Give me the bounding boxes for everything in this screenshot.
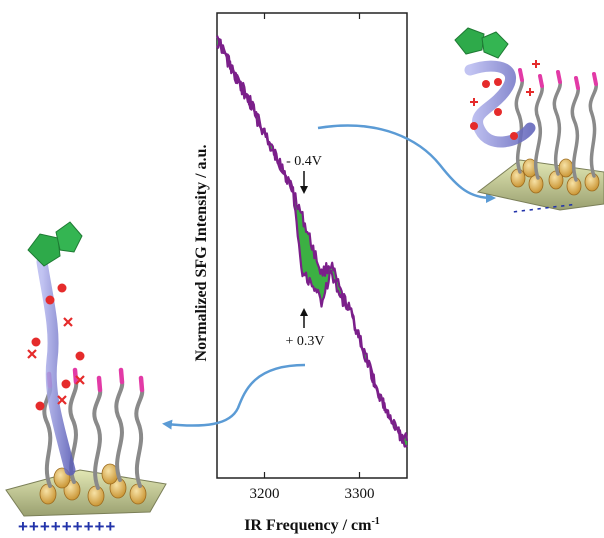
curved-arrow-to-left — [162, 363, 306, 430]
left-pentagon-ligand — [27, 221, 83, 267]
right-plus-signs — [470, 60, 540, 106]
arrowhead-minus-0-4v — [300, 186, 308, 194]
x-tick-label-0: 3200 — [250, 486, 280, 502]
right-chains — [514, 78, 598, 182]
sfg-series-2 — [215, 35, 408, 448]
arrowhead-plus-0-3v — [300, 308, 308, 316]
left-substrate-charges: +++++++++ — [18, 517, 116, 536]
curved-arrow-to-right — [317, 124, 496, 203]
x-axis-label-superscript: -1 — [371, 516, 379, 527]
right-ions — [470, 78, 518, 140]
annotation-minus-0-4v: - 0.4V — [286, 154, 322, 169]
x-axis-label-text: IR Frequency / cm — [244, 517, 372, 534]
left-ions — [31, 283, 85, 411]
right-pentagon-ligand — [454, 27, 509, 59]
sfg-chart: 3200 3300 Normalized SFG Intensity / a.u.… — [193, 12, 409, 534]
left-helix — [36, 256, 76, 476]
x-tick-label-1: 3300 — [345, 486, 375, 502]
x-ticks: 3200 3300 — [250, 13, 375, 502]
right-helix — [464, 60, 536, 148]
sfg-lines — [215, 35, 409, 448]
right-substrate-charges: - - - - - - - - — [512, 196, 573, 218]
right-surface-illustration: - - - - - - - - — [454, 27, 604, 218]
y-axis-label: Normalized SFG Intensity / a.u. — [193, 145, 210, 362]
right-coils — [510, 158, 600, 196]
left-cross-signs — [27, 317, 85, 405]
right-headgroups — [518, 68, 598, 90]
left-surface-illustration: +++++++++ — [5, 221, 167, 536]
annotation-plus-0-3v: + 0.3V — [285, 334, 324, 349]
x-axis-label: IR Frequency / cm-1 — [244, 516, 380, 534]
